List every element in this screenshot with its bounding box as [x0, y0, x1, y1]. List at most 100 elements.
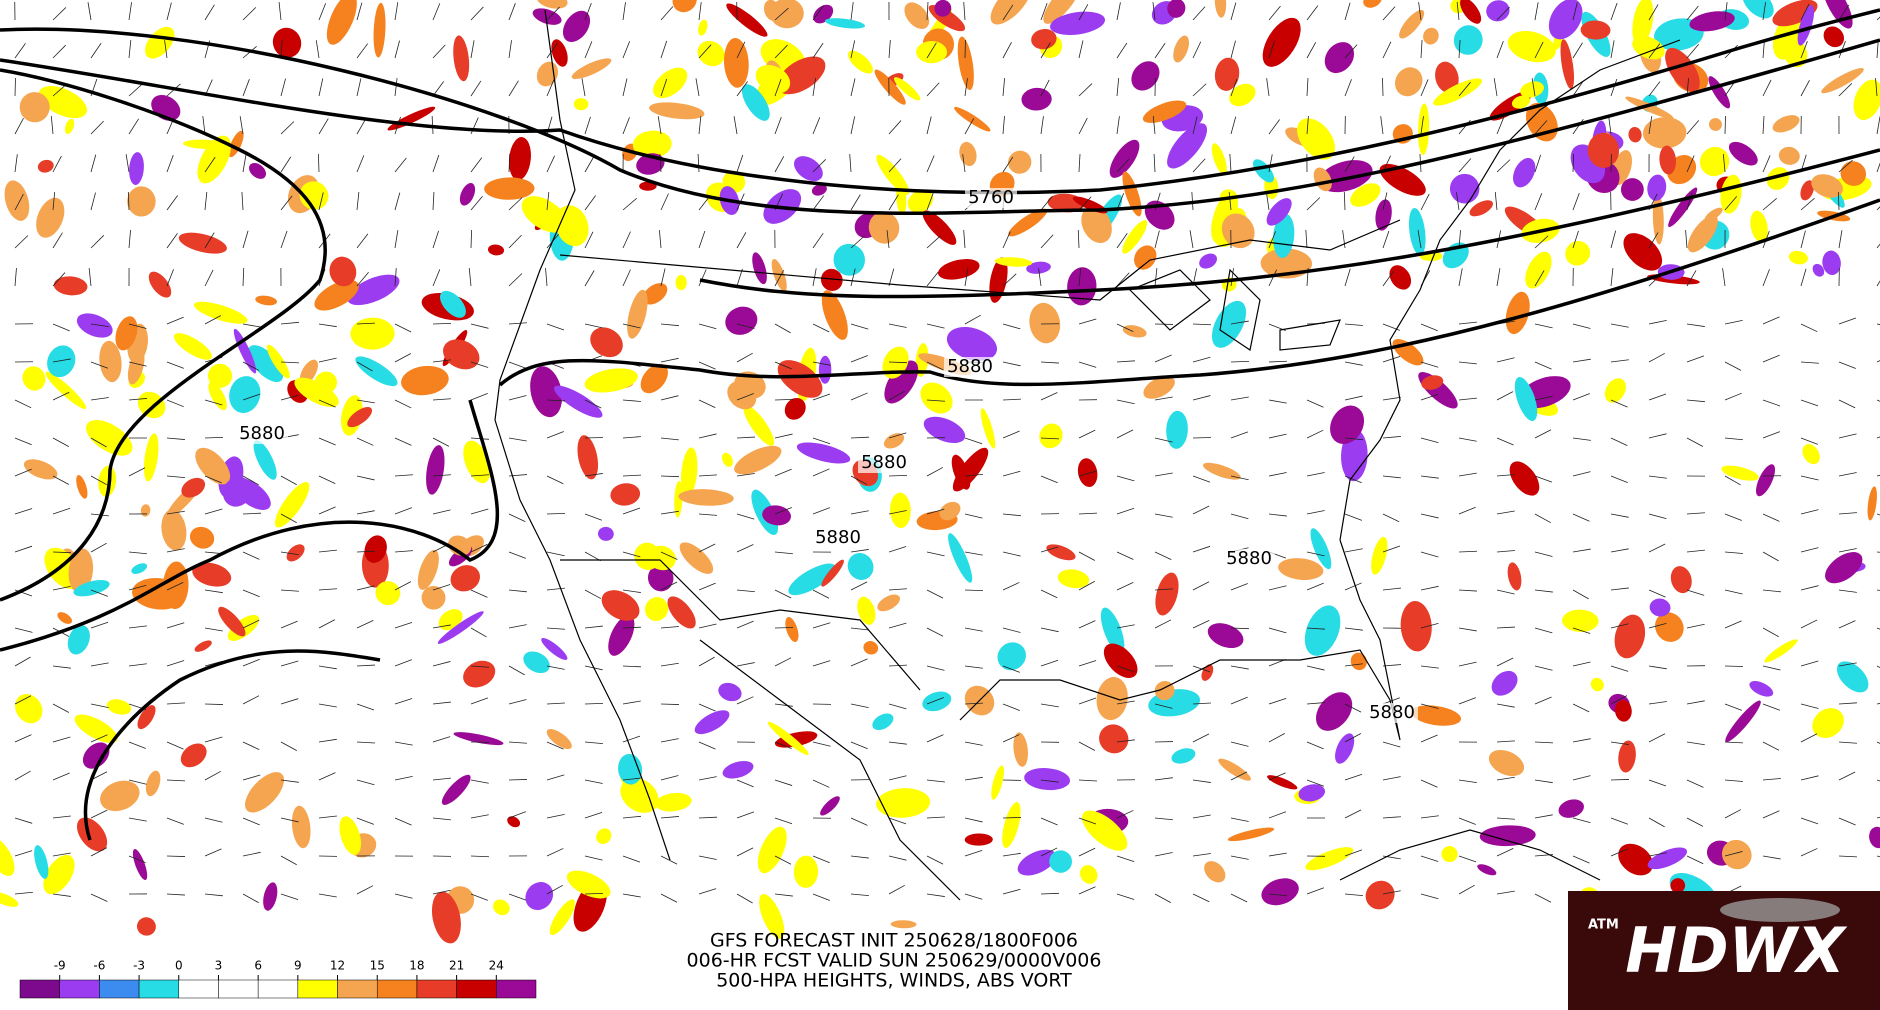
- wind-barb: [1380, 116, 1384, 135]
- vort-blob: [189, 526, 215, 549]
- vort-blob: [959, 141, 977, 167]
- wind-barb: [1306, 665, 1325, 671]
- vort-blob: [601, 590, 640, 621]
- vort-blob: [1513, 157, 1536, 188]
- wind-barb: [356, 322, 375, 325]
- wind-barb: [1192, 395, 1211, 401]
- wind-barb: [1458, 506, 1476, 515]
- wind-barb: [1648, 543, 1666, 553]
- vort-blob: [721, 452, 733, 467]
- wind-barb: [1800, 660, 1819, 667]
- vort-blob: [571, 58, 612, 80]
- vort-blob: [1081, 810, 1128, 851]
- vort-blob: [1647, 174, 1667, 201]
- wind-barb: [584, 231, 594, 249]
- wind-barb: [812, 507, 830, 515]
- contour-label: 5880: [815, 527, 861, 548]
- wind-barb: [622, 2, 626, 21]
- wind-barb: [1724, 392, 1742, 401]
- wind-barb: [1192, 733, 1210, 743]
- wind-barb: [1534, 323, 1553, 329]
- wind-barb: [1154, 230, 1160, 249]
- wind-barb: [1344, 733, 1362, 743]
- wind-barb: [1230, 2, 1237, 21]
- vort-blob: [1365, 880, 1395, 910]
- wind-barb: [698, 44, 712, 59]
- wind-barb: [394, 698, 413, 705]
- vort-blob: [64, 118, 75, 135]
- wind-barb: [850, 268, 856, 287]
- vort-blob: [584, 368, 638, 393]
- wind-barb: [1762, 551, 1779, 562]
- wind-barb: [660, 816, 679, 819]
- vort-blob: [1297, 118, 1336, 160]
- vort-blob: [218, 606, 246, 637]
- wind-barb: [584, 270, 595, 287]
- wind-barb: [1078, 268, 1082, 287]
- wind-barb: [1344, 361, 1363, 366]
- wind-barb: [1762, 79, 1772, 97]
- wind-barb: [1496, 817, 1515, 820]
- wind-barb: [1686, 779, 1704, 788]
- wind-barb: [1420, 116, 1424, 135]
- wind-barb: [1382, 890, 1401, 895]
- wind-barb: [1002, 156, 1014, 173]
- wind-barb: [1040, 779, 1059, 783]
- wind-barb: [774, 44, 788, 59]
- vort-blob: [1298, 784, 1326, 802]
- wind-barb: [204, 703, 224, 705]
- wind-barb: [546, 774, 565, 781]
- wind-barb: [164, 40, 168, 59]
- vort-blob: [1668, 187, 1698, 228]
- wind-barb: [1458, 397, 1477, 401]
- wind-barb: [774, 551, 793, 555]
- wind-barb: [1686, 549, 1705, 553]
- wind-barb: [394, 192, 401, 211]
- wind-barb: [1230, 696, 1248, 705]
- wind-barb: [1648, 352, 1665, 363]
- wind-barb: [964, 473, 983, 477]
- vort-blob: [249, 162, 267, 179]
- wind-barb: [356, 399, 375, 404]
- vort-blob: [1214, 57, 1240, 91]
- wind-barb: [926, 82, 940, 97]
- vort-blob: [274, 482, 310, 528]
- wind-barb: [1116, 272, 1130, 287]
- wind-barb: [128, 230, 131, 249]
- wind-barb: [1002, 361, 1021, 367]
- vort-blob: [1310, 528, 1332, 570]
- wind-barb: [1572, 192, 1580, 211]
- wind-barb: [964, 513, 983, 519]
- vort-blob: [596, 828, 612, 845]
- wind-barb: [1306, 702, 1325, 705]
- wind-barb: [87, 2, 92, 21]
- wind-barb: [470, 855, 490, 858]
- wind-barb: [1116, 507, 1135, 515]
- wind-barb: [1192, 83, 1207, 97]
- wind-barb: [1610, 78, 1618, 97]
- colorbar-swatch: [59, 979, 100, 999]
- wind-barb: [1837, 191, 1840, 211]
- wind-barb: [1762, 778, 1781, 781]
- wind-barb: [849, 154, 852, 173]
- vort-blob: [536, 0, 568, 9]
- vort-blob: [1742, 0, 1774, 19]
- wind-barb: [90, 42, 102, 59]
- wind-barb: [280, 513, 297, 524]
- wind-barb: [1268, 698, 1287, 705]
- wind-barb: [1268, 269, 1278, 287]
- wind-barb: [1762, 810, 1780, 819]
- vort-blob: [1167, 0, 1186, 18]
- wind-barb: [1724, 779, 1743, 782]
- vort-blob: [904, 2, 930, 29]
- wind-barb: [1230, 817, 1249, 822]
- vort-blob: [1708, 76, 1731, 109]
- vort-blob: [1273, 213, 1295, 259]
- wind-barb: [1382, 697, 1401, 705]
- wind-barb: [166, 195, 178, 211]
- wind-barb: [318, 78, 324, 97]
- wind-barb: [1800, 733, 1818, 743]
- wind-barb: [660, 551, 678, 560]
- wind-barb: [1572, 42, 1583, 59]
- wind-barb: [1002, 513, 1021, 517]
